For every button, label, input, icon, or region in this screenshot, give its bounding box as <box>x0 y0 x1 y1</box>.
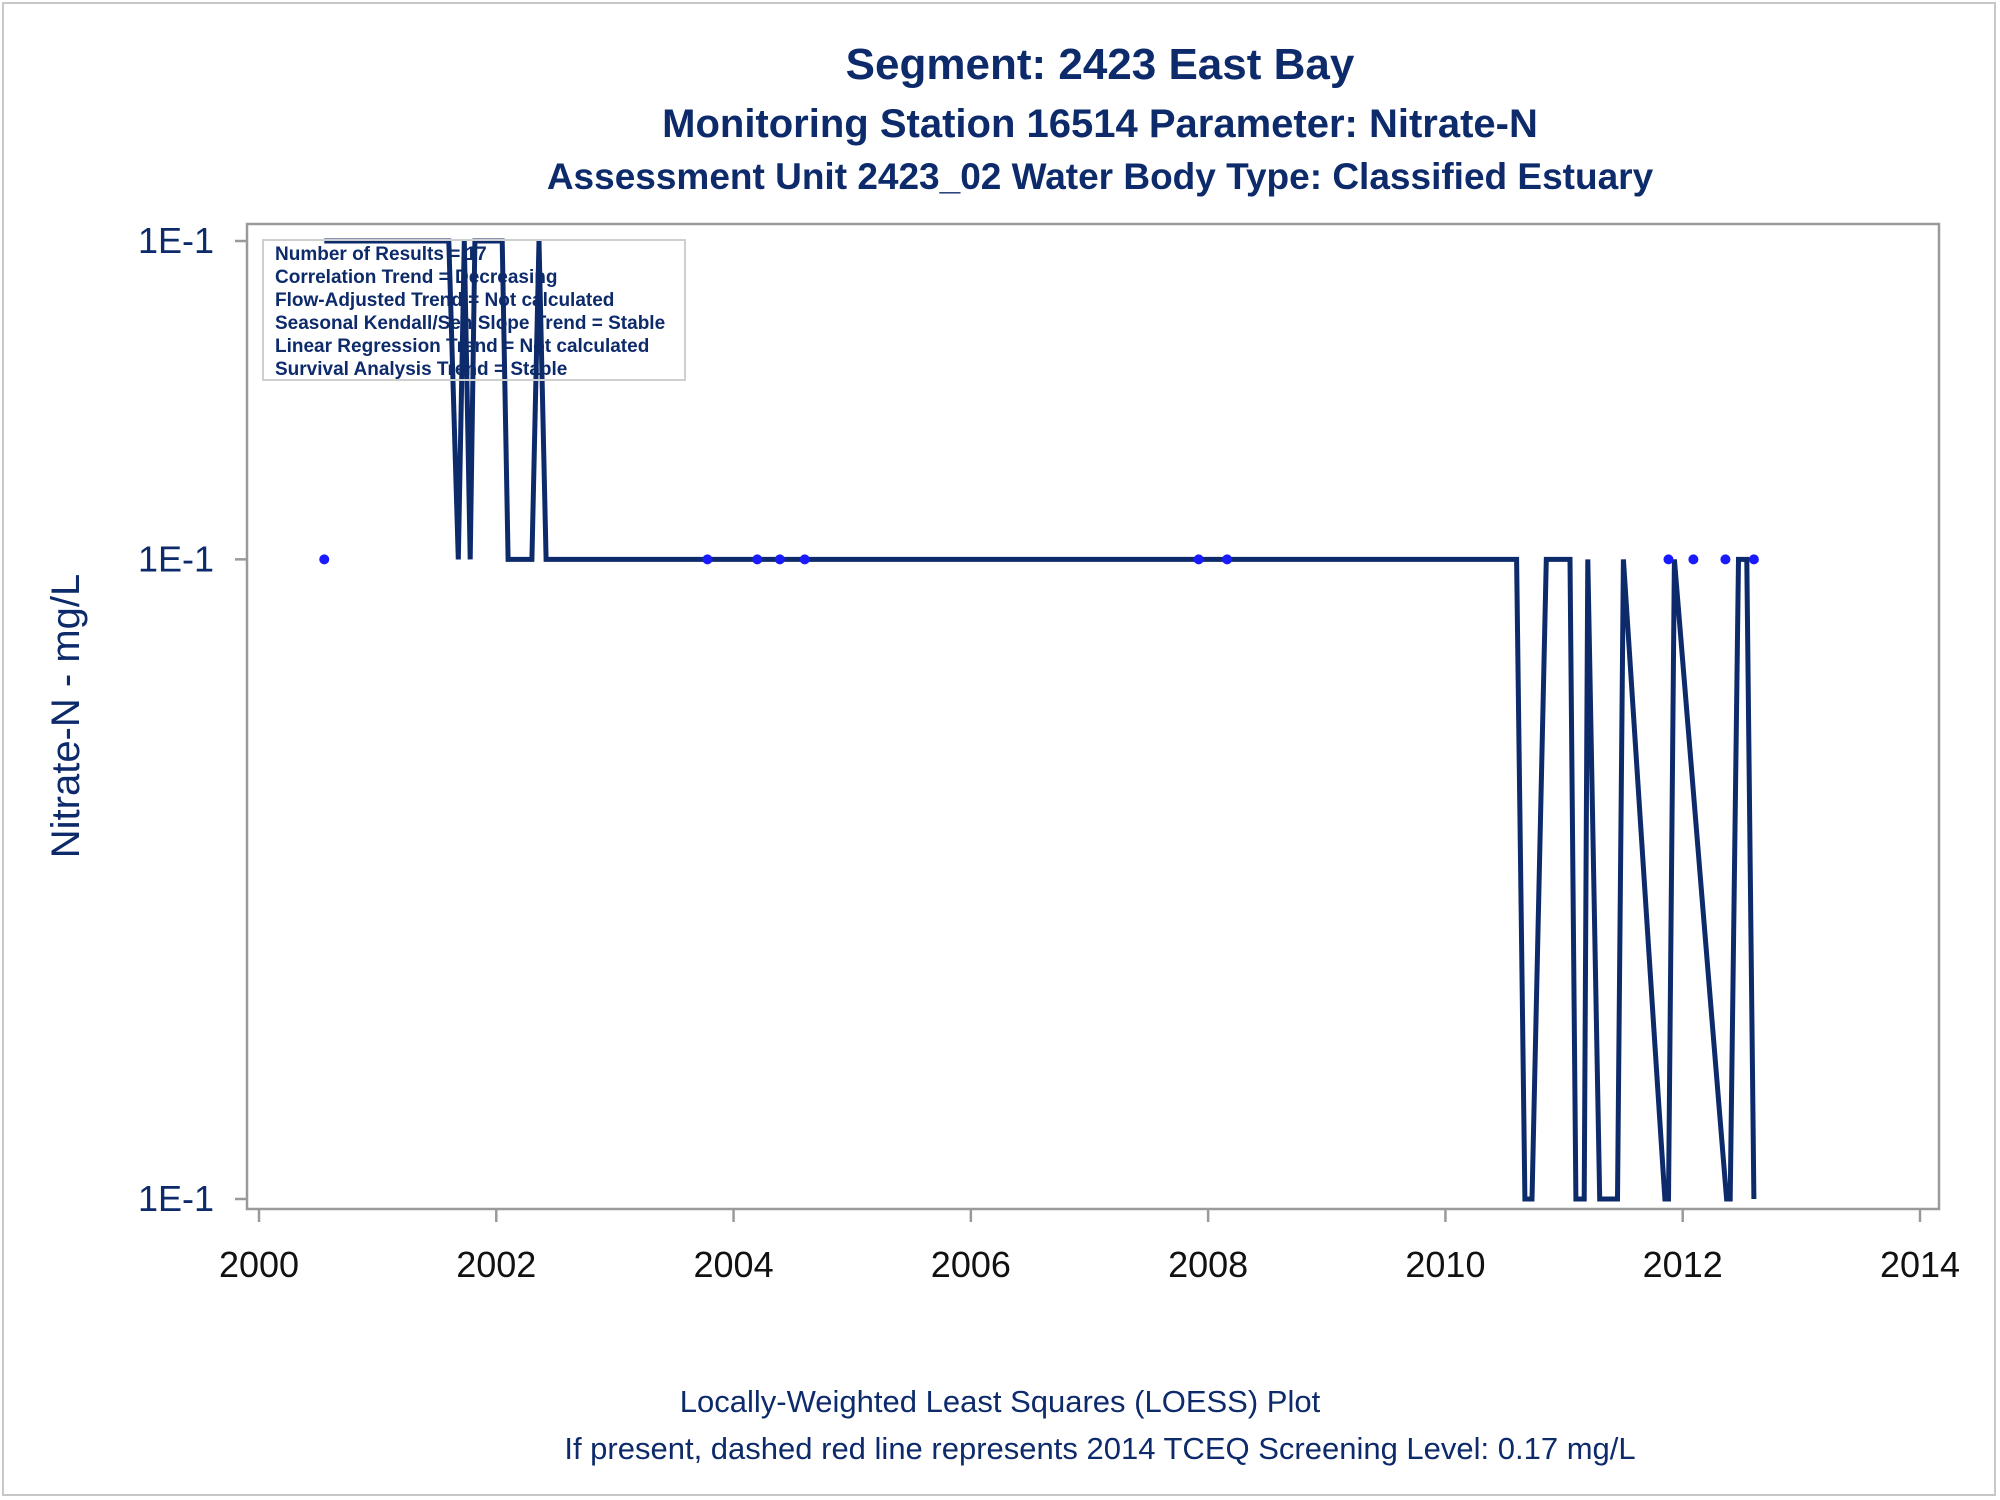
data-point <box>702 554 713 565</box>
stats-line: Survival Analysis Trend = Stable <box>275 359 567 380</box>
x-tick-label: 2014 <box>1880 1244 1960 1285</box>
x-tick-label: 2004 <box>694 1244 774 1285</box>
x-axis: 2000 2002 2004 2006 2008 2010 2012 2014 <box>219 1209 1960 1285</box>
chart-subtitle: Monitoring Station 16514 Parameter: Nitr… <box>662 102 1538 146</box>
data-point <box>1688 554 1699 565</box>
y-axis: 1E-1 1E-1 1E-1 <box>138 220 247 1219</box>
data-point <box>1193 554 1204 565</box>
chart-subtitle-2: Assessment Unit 2423_02 Water Body Type:… <box>547 156 1654 197</box>
x-tick-label: 2008 <box>1168 1244 1248 1285</box>
y-tick-label: 1E-1 <box>138 1178 214 1219</box>
data-point <box>1720 554 1731 565</box>
stats-line: Correlation Trend = Decreasing <box>275 267 557 288</box>
footnote-1: Locally-Weighted Least Squares (LOESS) P… <box>680 1384 1321 1419</box>
data-point <box>752 554 763 565</box>
stats-line: Seasonal Kendall/Sen Slope Trend = Stabl… <box>275 313 665 334</box>
x-tick-label: 2002 <box>456 1244 536 1285</box>
data-point <box>1222 554 1233 565</box>
stats-line: Number of Results = 17 <box>275 244 487 265</box>
stats-line: Flow-Adjusted Trend = Not calculated <box>275 290 614 311</box>
y-tick-label: 1E-1 <box>138 220 214 261</box>
data-point <box>1748 554 1759 565</box>
y-axis-label: Nitrate-N - mg/L <box>44 574 88 859</box>
stats-box-border <box>262 239 686 381</box>
x-tick-label: 2010 <box>1405 1244 1485 1285</box>
y-tick-label: 1E-1 <box>138 538 214 579</box>
plot-area <box>245 222 1941 1211</box>
x-tick-label: 2012 <box>1643 1244 1723 1285</box>
data-point <box>1663 554 1674 565</box>
loess-line <box>324 238 1757 1202</box>
data-point <box>799 554 810 565</box>
data-point <box>319 554 330 565</box>
footnote-2: If present, dashed red line represents 2… <box>564 1431 1635 1466</box>
stats-line: Linear Regression Trend = Not calculated <box>275 336 649 357</box>
x-tick-label: 2006 <box>931 1244 1011 1285</box>
series-layer <box>319 238 1759 1202</box>
x-tick-label: 2000 <box>219 1244 299 1285</box>
chart-title: Segment: 2423 East Bay <box>846 40 1355 89</box>
data-point <box>774 554 785 565</box>
